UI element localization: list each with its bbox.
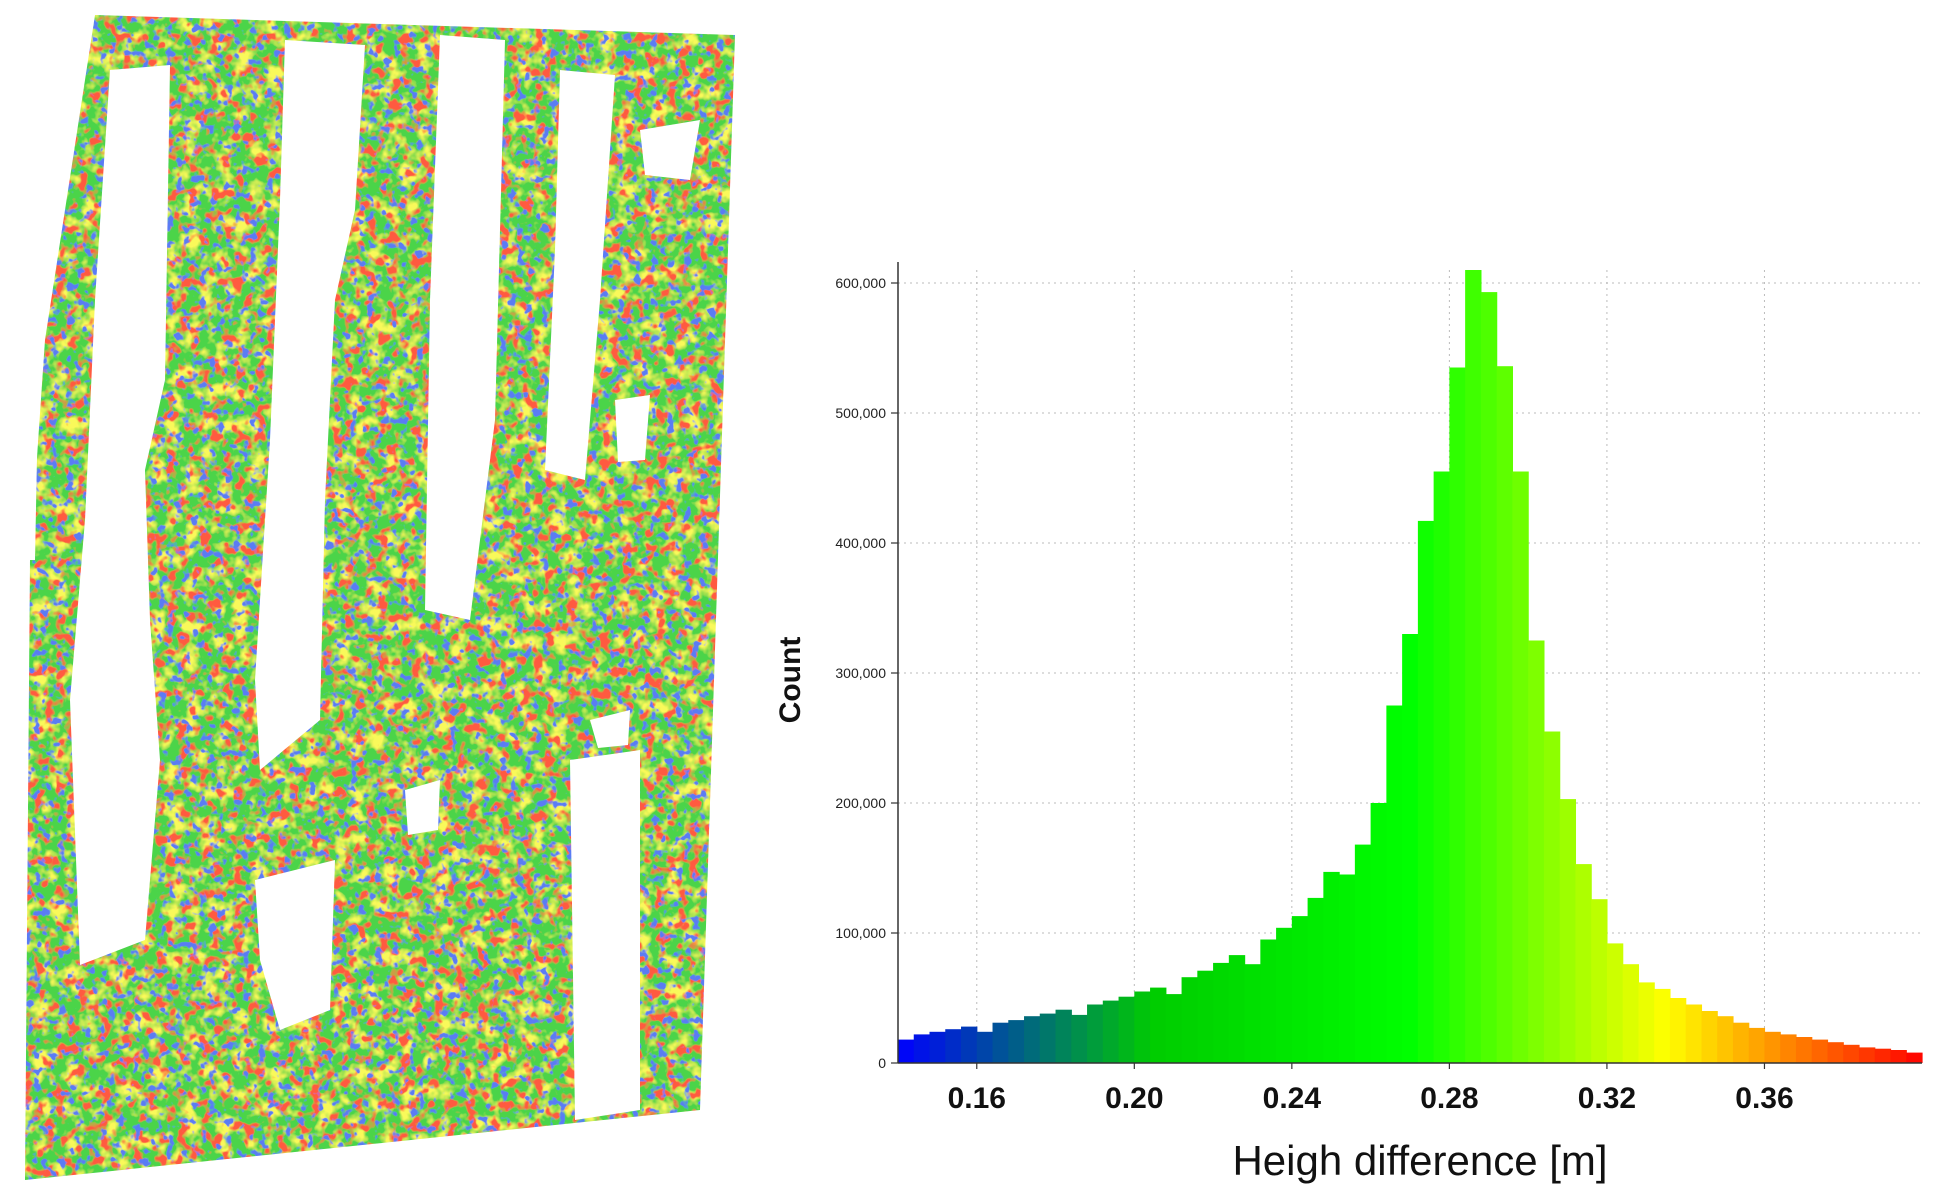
histogram-bar <box>1134 991 1151 1063</box>
histogram-bar <box>1465 270 1482 1063</box>
histogram-bar <box>929 1031 946 1063</box>
y-tick-label: 100,000 <box>835 925 886 941</box>
histogram-bar <box>1276 927 1293 1063</box>
histogram-bar <box>1402 634 1419 1063</box>
histogram-bar <box>1874 1048 1892 1063</box>
histogram-bar <box>1827 1042 1844 1063</box>
histogram-bar <box>1732 1022 1750 1063</box>
histogram-bar <box>1291 916 1309 1063</box>
histogram-bar <box>1386 705 1403 1063</box>
histogram-bar <box>1543 731 1561 1063</box>
histogram-bar <box>898 1039 915 1063</box>
histogram-bar <box>1591 899 1608 1063</box>
histogram-bar <box>1480 292 1498 1064</box>
x-tick-label: 0.32 <box>1578 1082 1636 1115</box>
histogram-bar <box>1417 520 1435 1063</box>
point-cloud-gaps <box>28 35 700 1120</box>
histogram-bar <box>1008 1020 1025 1063</box>
histogram-bar <box>1071 1014 1088 1063</box>
y-tick-label: 300,000 <box>835 665 886 681</box>
histogram-bar <box>1858 1047 1876 1063</box>
x-tick-label: 0.24 <box>1263 1082 1322 1115</box>
histogram-bar <box>1811 1039 1829 1063</box>
x-tick-labels: 0.16 0.20 0.24 0.28 0.32 0.36 <box>948 1063 1794 1115</box>
histogram-bar <box>1024 1016 1041 1063</box>
point-cloud-map <box>0 0 760 1195</box>
histogram-bar <box>1102 1000 1120 1063</box>
histogram-bar <box>1039 1013 1057 1063</box>
histogram-bar <box>1244 964 1261 1063</box>
histogram-bar <box>1748 1027 1766 1063</box>
y-tick-label: 400,000 <box>835 535 886 551</box>
histogram-bar <box>1150 987 1167 1063</box>
y-axis-label: Count <box>774 637 807 724</box>
histogram-bar <box>1685 1004 1703 1063</box>
histogram-chart: 0 100,000 200,000 300,000 400,000 500,000 600,… <box>774 262 1923 1184</box>
histogram-bar <box>1638 982 1655 1063</box>
histogram-bar <box>1165 994 1183 1063</box>
histogram-bar <box>992 1022 1009 1063</box>
histogram-bar <box>976 1031 994 1063</box>
histogram-bar <box>1449 367 1466 1063</box>
histogram-bar <box>1528 640 1545 1063</box>
histogram-bars <box>898 270 1923 1064</box>
y-tick-labels: 0 100,000 200,000 300,000 400,000 500,000 600,… <box>835 275 898 1071</box>
histogram-bar <box>1606 943 1624 1063</box>
x-tick-label: 0.16 <box>948 1082 1006 1115</box>
histogram-bar <box>1906 1052 1923 1063</box>
histogram-bar <box>961 1026 978 1063</box>
histogram-bar <box>1559 799 1577 1063</box>
histogram-bar <box>1370 803 1387 1063</box>
histogram-bar <box>1654 988 1671 1063</box>
histogram-bar <box>1055 1009 1072 1063</box>
histogram-bar <box>1890 1050 1907 1063</box>
histogram-bar <box>1197 970 1214 1063</box>
y-tick-label: 600,000 <box>835 275 886 291</box>
histogram-bar <box>1512 471 1529 1063</box>
histogram-bar <box>1701 1011 1718 1063</box>
histogram-bar <box>1795 1037 1813 1063</box>
histogram-bar <box>1622 964 1640 1063</box>
histogram-bar <box>1433 471 1450 1063</box>
histogram-bar <box>1323 871 1340 1063</box>
histogram-bar <box>945 1029 962 1063</box>
histogram-bar <box>1575 864 1592 1063</box>
histogram-bar <box>1354 844 1372 1063</box>
point-cloud-image <box>25 15 735 1180</box>
axes <box>897 262 1922 1064</box>
histogram-panel: 0 100,000 200,000 300,000 400,000 500,000 600,… <box>760 0 1957 1195</box>
histogram-bar <box>1228 955 1246 1063</box>
histogram-bar <box>1669 998 1687 1063</box>
y-tick-label: 0 <box>878 1055 886 1071</box>
x-tick-label: 0.20 <box>1105 1082 1163 1115</box>
histogram-bar <box>1764 1031 1781 1063</box>
y-tick-label: 200,000 <box>835 795 886 811</box>
x-tick-label: 0.36 <box>1735 1082 1793 1115</box>
y-tick-label: 500,000 <box>835 405 886 421</box>
histogram-bar <box>1181 977 1198 1063</box>
histogram-bar <box>913 1034 931 1063</box>
histogram-bar <box>1717 1016 1734 1063</box>
histogram-bar <box>1087 1004 1104 1063</box>
histogram-bar <box>1260 939 1277 1063</box>
x-axis-label: Heigh difference [m] <box>1232 1137 1607 1184</box>
histogram-bar <box>1780 1034 1797 1063</box>
histogram-bar <box>1213 962 1230 1063</box>
histogram-bar <box>1339 874 1356 1063</box>
x-tick-label: 0.28 <box>1420 1082 1478 1115</box>
histogram-bar <box>1307 897 1324 1063</box>
histogram-bar <box>1843 1044 1860 1063</box>
histogram-bar <box>1118 996 1135 1063</box>
histogram-bar <box>1496 366 1513 1063</box>
